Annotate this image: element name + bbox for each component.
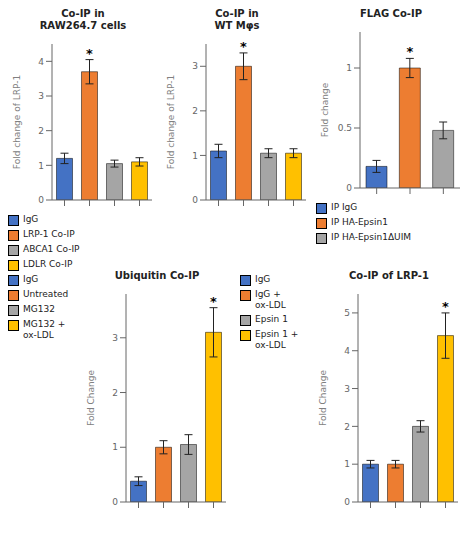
svg-text:Fold change of LRP-1: Fold change of LRP-1 [12, 75, 22, 169]
svg-text:3: 3 [112, 333, 118, 343]
svg-text:*: * [86, 46, 93, 61]
svg-text:*: * [210, 294, 217, 309]
svg-text:2: 2 [192, 106, 198, 116]
svg-text:0: 0 [38, 195, 44, 205]
svg-text:3: 3 [38, 91, 44, 101]
svg-text:3: 3 [344, 384, 350, 394]
html-text:MG132: MG132 [23, 304, 55, 314]
svg-text:0: 0 [112, 497, 118, 507]
html-text:Co-IP in WT Mφs: Co-IP in WT Mφs [214, 8, 260, 31]
svg-text:*: * [442, 299, 449, 314]
html-text:Untreated: Untreated [23, 289, 69, 299]
svg-text:1: 1 [38, 161, 44, 171]
svg-text:2: 2 [112, 388, 118, 398]
svg-text:Fold change: Fold change [320, 82, 330, 137]
svg-text:*: * [240, 39, 247, 54]
svg-text:Fold Change: Fold Change [318, 370, 328, 426]
html-text:IP HA-Epsin1ΔUIM: IP HA-Epsin1ΔUIM [331, 232, 412, 242]
svg-text:1: 1 [346, 63, 352, 73]
svg-text:Fold Change: Fold Change [86, 370, 96, 426]
html-text:Epsin 1 + ox-LDL: Epsin 1 + ox-LDL [255, 329, 299, 350]
html-text:Epsin 1: Epsin 1 [255, 314, 288, 324]
svg-text:3: 3 [192, 61, 198, 71]
svg-text:Fold change of LRP-1: Fold change of LRP-1 [166, 75, 176, 169]
svg-text:0.5: 0.5 [338, 123, 352, 133]
svg-text:0: 0 [192, 195, 198, 205]
html-text:IgG: IgG [23, 274, 39, 284]
svg-text:2: 2 [38, 126, 44, 136]
svg-text:0: 0 [344, 497, 350, 507]
svg-text:*: * [406, 44, 413, 59]
html-text:Co-IP in RAW264.7 cells: Co-IP in RAW264.7 cells [39, 8, 127, 31]
html-text:Co-IP of LRP-1: Co-IP of LRP-1 [349, 270, 429, 281]
html-text:ABCA1 Co-IP: ABCA1 Co-IP [23, 244, 80, 254]
svg-text:2: 2 [344, 422, 350, 432]
html-text:MG132 + ox-LDL: MG132 + ox-LDL [23, 319, 66, 340]
svg-text:1: 1 [112, 442, 118, 452]
svg-text:4: 4 [344, 346, 350, 356]
html-text:LRP-1 Co-IP: LRP-1 Co-IP [23, 229, 75, 239]
svg-text:4: 4 [38, 57, 44, 67]
html-text:IgG: IgG [255, 274, 271, 284]
html-text:FLAG Co-IP: FLAG Co-IP [360, 8, 422, 19]
html-text:IP HA-Epsin1: IP HA-Epsin1 [331, 217, 388, 227]
svg-text:5: 5 [344, 308, 350, 318]
svg-text:1: 1 [344, 459, 350, 469]
html-text:IP IgG: IP IgG [331, 202, 358, 212]
html-text:LDLR Co-IP: LDLR Co-IP [23, 259, 73, 269]
svg-text:0: 0 [346, 183, 352, 193]
html-text:IgG + ox-LDL: IgG + ox-LDL [255, 289, 286, 310]
html-text:IgG: IgG [23, 214, 39, 224]
svg-text:1: 1 [192, 151, 198, 161]
html-text:Ubiquitin Co-IP: Ubiquitin Co-IP [114, 270, 200, 281]
